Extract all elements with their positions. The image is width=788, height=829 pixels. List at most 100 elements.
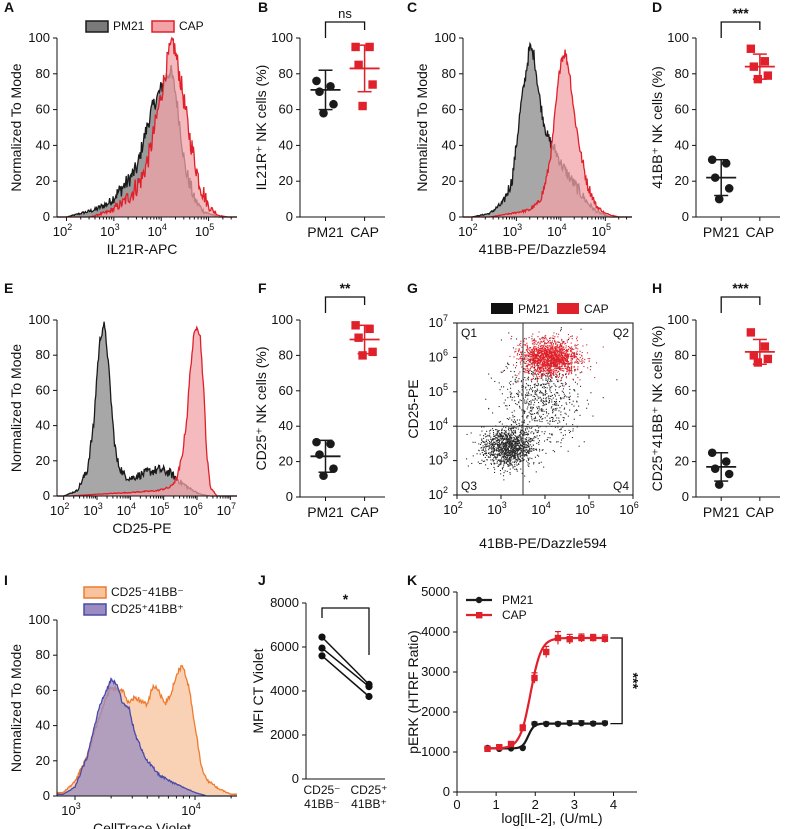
event-dot-cap [546,360,548,362]
event-dot-pm21 [523,434,525,436]
event-dot-pm21 [484,443,486,445]
event-dot-pm21 [515,432,517,434]
event-dot-cap [531,378,533,380]
x-tick-label-exp: 6 [198,501,203,511]
event-dot-cap [544,374,546,376]
event-dot-cap [538,349,540,351]
event-dot-cap [556,347,558,349]
y-axis-title: CD25⁺41BB⁺ NK cells (%) [649,326,665,492]
y-axis-title: MFI CT Violet [250,648,266,733]
event-dot-cap [589,369,591,371]
event-dot-pm21 [518,378,520,380]
event-dot-pm21 [528,404,530,406]
event-dot-pm21 [499,421,501,423]
event-dot-pm21 [501,443,503,445]
event-dot-pm21 [547,396,549,398]
event-dot-pm21 [551,406,553,408]
event-dot-cap [548,354,550,356]
event-dot-cap [558,354,560,356]
event-dot-pm21 [508,432,510,434]
event-dot-cap [545,363,547,365]
event-dot-pm21 [517,454,519,456]
event-dot-pm21 [567,415,569,417]
event-dot-cap [543,369,545,371]
event-dot-cap [523,354,525,356]
event-dot-pm21 [480,447,482,449]
event-dot-pm21 [529,457,531,459]
event-dot-pm21 [525,452,527,454]
event-dot-cap [519,345,521,347]
event-dot-cap [525,365,527,367]
event-dot-pm21 [548,400,550,402]
event-dot-pm21 [506,446,508,448]
category-label: CAP [350,504,379,520]
event-dot-pm21 [498,448,500,450]
event-dot-pm21 [519,435,521,437]
event-dot-pm21 [490,453,492,455]
event-dot-cap [550,376,552,378]
event-dot-pm21 [517,437,519,439]
event-dot-cap [538,355,540,357]
event-dot-cap [545,353,547,355]
event-dot-pm21 [493,447,495,449]
event-dot-pm21 [520,432,522,434]
event-dot-pm21 [542,402,544,404]
event-dot-pm21 [500,339,502,341]
event-dot-pm21 [514,434,516,436]
event-dot-pm21 [504,435,506,437]
event-dot-pm21 [569,388,571,390]
event-dot-cap [568,371,570,373]
event-dot-cap [561,340,563,342]
panel-letter: B [258,0,268,15]
event-dot-pm21 [537,383,539,385]
event-dot-pm21 [501,435,503,437]
event-dot-cap [521,359,523,361]
event-dot-cap [550,347,552,349]
event-dot-pm21 [498,459,500,461]
event-dot-cap [526,347,528,349]
histogram-fill-cd2541bb [57,678,237,796]
event-dot-pm21 [518,440,520,442]
event-dot-pm21 [525,433,527,435]
event-dot-pm21 [563,408,565,410]
event-dot-cap [518,348,520,350]
event-dot-pm21 [511,443,513,445]
category-label: PM21 [307,504,344,520]
event-dot-cap [564,355,566,357]
event-dot-cap [575,359,577,361]
event-dot-pm21 [616,379,618,381]
event-dot-cap [574,356,576,358]
data-point-pm21 [312,437,321,447]
event-dot-cap [542,365,544,367]
event-dot-cap [534,341,536,343]
event-dot-cap [537,346,539,348]
event-dot-pm21 [559,385,561,387]
event-dot-pm21 [528,445,530,447]
event-dot-pm21 [556,407,558,409]
event-dot-cap [577,369,579,371]
event-dot-cap [542,369,544,371]
event-dot-cap [558,370,560,372]
event-dot-pm21 [506,440,508,442]
event-dot-pm21 [550,407,552,409]
event-dot-cap [542,353,544,355]
event-dot-pm21 [513,410,515,412]
event-dot-cap [532,342,534,344]
event-dot-pm21 [602,397,604,399]
event-dot-cap [546,339,548,341]
event-dot-cap [524,356,526,358]
event-dot-pm21 [535,471,537,473]
event-dot-pm21 [516,450,518,452]
event-dot-cap [552,359,554,361]
event-dot-pm21 [548,377,550,379]
event-dot-pm21 [538,406,540,408]
event-dot-cap [544,342,546,344]
event-dot-pm21 [500,463,502,465]
event-dot-cap [551,349,553,351]
significance-bracket [321,607,370,655]
event-dot-cap [543,353,545,355]
event-dot-cap [554,350,556,352]
event-dot-cap [589,358,591,360]
event-dot-pm21 [563,419,565,421]
event-dot-pm21 [539,415,541,417]
